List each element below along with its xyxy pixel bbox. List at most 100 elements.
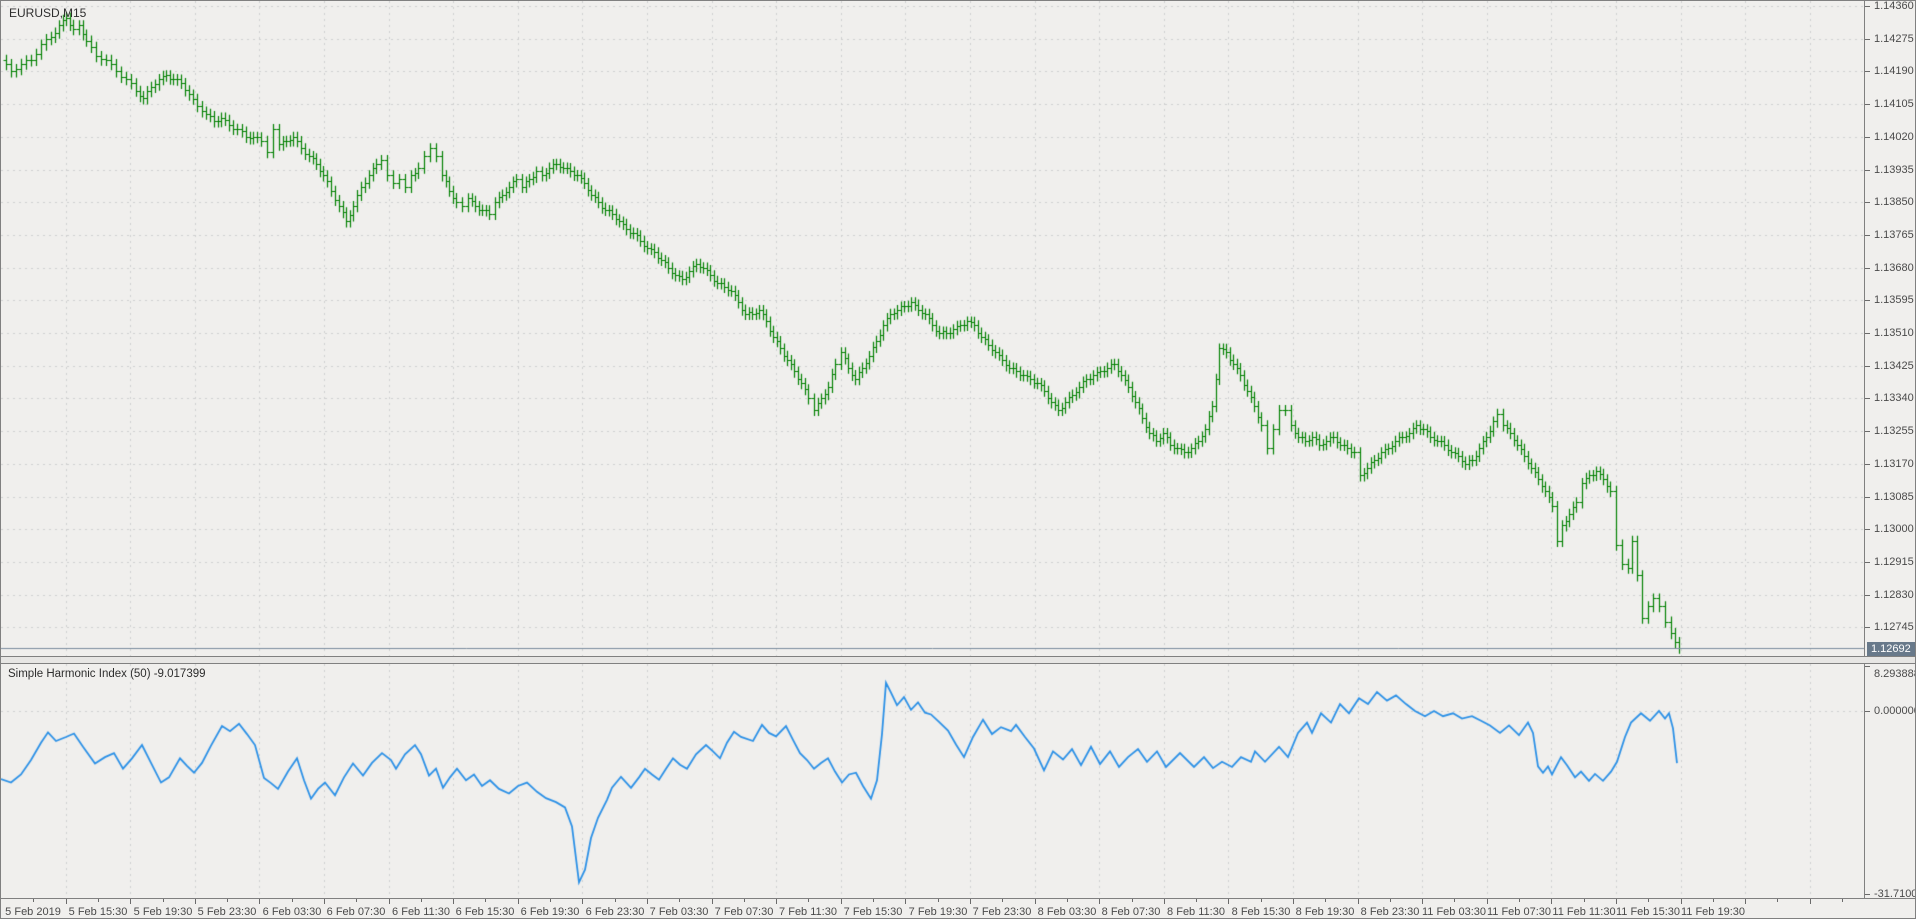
price-tick — [1865, 529, 1870, 530]
price-tick-label: 1.13510 — [1874, 327, 1914, 339]
price-tick-label: 1.13255 — [1874, 425, 1914, 437]
time-tick — [518, 899, 519, 904]
time-tick — [66, 899, 67, 904]
price-tick-label: 1.14105 — [1874, 98, 1914, 110]
time-tick — [130, 899, 131, 904]
time-tick — [453, 899, 454, 904]
price-tick-label: 1.12915 — [1874, 556, 1914, 568]
time-tick — [1713, 899, 1714, 902]
time-tick — [1648, 899, 1649, 902]
time-tick — [227, 899, 228, 902]
price-tick — [1865, 39, 1870, 40]
price-tick-label: 1.13170 — [1874, 458, 1914, 470]
price-tick — [1865, 170, 1870, 171]
time-tick — [421, 899, 422, 902]
time-tick — [776, 899, 777, 904]
panel-splitter[interactable] — [1, 656, 1915, 664]
time-axis-label: 7 Feb 07:30 — [714, 906, 774, 918]
time-axis-label: 8 Feb 07:30 — [1101, 906, 1161, 918]
time-tick — [841, 899, 842, 904]
time-tick — [550, 899, 551, 902]
price-tick — [1865, 268, 1870, 269]
price-tick-label: 1.14275 — [1874, 33, 1914, 45]
price-tick-label: 1.13680 — [1874, 262, 1914, 274]
time-tick — [1196, 899, 1197, 902]
price-tick-label: 1.13340 — [1874, 392, 1914, 404]
time-tick — [485, 899, 486, 902]
time-axis-label: 5 Feb 15:30 — [68, 906, 128, 918]
time-tick — [615, 899, 616, 902]
price-tick-label: 1.13085 — [1874, 491, 1914, 503]
time-tick — [1777, 899, 1778, 902]
price-tick-label: 1.12830 — [1874, 589, 1914, 601]
time-tick — [582, 899, 583, 904]
indicator-canvas[interactable] — [1, 664, 1864, 898]
price-tick — [1865, 464, 1870, 465]
time-tick — [1261, 899, 1262, 902]
time-axis-label: 6 Feb 07:30 — [326, 906, 386, 918]
time-axis-label: 5 Feb 23:30 — [197, 906, 257, 918]
indicator-tick — [1865, 666, 1870, 667]
price-tick-label: 1.13935 — [1874, 164, 1914, 176]
time-axis-label: 11 Feb 11:30 — [1552, 906, 1616, 918]
indicator-axis[interactable]: 8.293888 0.000000 -31.710059 — [1864, 664, 1916, 900]
price-tick-label: 1.12745 — [1874, 621, 1914, 633]
time-tick — [1002, 899, 1003, 902]
time-tick — [1745, 899, 1746, 904]
time-tick — [873, 899, 874, 902]
time-tick — [679, 899, 680, 902]
indicator-tick-label: 8.293888 — [1874, 668, 1916, 680]
time-tick — [1067, 899, 1068, 902]
price-tick — [1865, 137, 1870, 138]
price-tick — [1865, 595, 1870, 596]
time-tick — [905, 899, 906, 904]
time-axis-label: 8 Feb 03:30 — [1037, 906, 1097, 918]
price-tick — [1865, 71, 1870, 72]
time-tick — [970, 899, 971, 904]
time-tick — [163, 899, 164, 902]
price-tick — [1865, 235, 1870, 236]
price-tick — [1865, 366, 1870, 367]
price-tick — [1865, 104, 1870, 105]
price-tick-label: 1.13595 — [1874, 294, 1914, 306]
time-tick — [1293, 899, 1294, 904]
time-tick — [1454, 899, 1455, 902]
price-tick-label: 1.14020 — [1874, 131, 1914, 143]
time-tick — [1616, 899, 1617, 904]
time-axis-label: 8 Feb 15:30 — [1231, 906, 1291, 918]
time-axis-label: 6 Feb 23:30 — [585, 906, 645, 918]
time-tick — [389, 899, 390, 904]
indicator-tick-label: 0.000000 — [1874, 705, 1916, 717]
bid-price-badge: 1.12692 — [1867, 642, 1915, 657]
time-axis-label: 7 Feb 11:30 — [779, 906, 837, 918]
time-axis-label: 7 Feb 03:30 — [649, 906, 709, 918]
price-tick — [1865, 333, 1870, 334]
time-tick — [938, 899, 939, 902]
price-tick — [1865, 202, 1870, 203]
time-axis-label: 6 Feb 03:30 — [262, 906, 322, 918]
main-chart-canvas[interactable] — [1, 1, 1864, 656]
time-tick — [1810, 899, 1811, 904]
indicator-tick — [1865, 894, 1870, 895]
price-tick — [1865, 431, 1870, 432]
price-tick — [1865, 398, 1870, 399]
time-tick — [292, 899, 293, 902]
time-axis[interactable]: 5 Feb 2019 5 Feb 15:30 5 Feb 19:30 5 Feb 23… — [1, 898, 1915, 918]
time-tick — [712, 899, 713, 904]
time-tick — [808, 899, 809, 902]
time-tick — [744, 899, 745, 902]
time-tick — [1422, 899, 1423, 904]
time-axis-label: 8 Feb 11:30 — [1167, 906, 1225, 918]
time-axis-label: 5 Feb 2019 — [5, 906, 61, 918]
time-tick — [1390, 899, 1391, 902]
time-axis-label: 5 Feb 19:30 — [133, 906, 193, 918]
time-tick — [195, 899, 196, 904]
time-tick — [1487, 899, 1488, 904]
indicator-label: Simple Harmonic Index (50) -9.017399 — [8, 668, 206, 680]
price-axis[interactable]: 1.12692 1.14360 1.14275 1.14190 1.14105 1.14… — [1864, 0, 1915, 657]
price-tick-label: 1.14360 — [1874, 0, 1914, 12]
price-tick — [1865, 497, 1870, 498]
time-tick — [1358, 899, 1359, 904]
time-axis-label: 8 Feb 19:30 — [1295, 906, 1355, 918]
